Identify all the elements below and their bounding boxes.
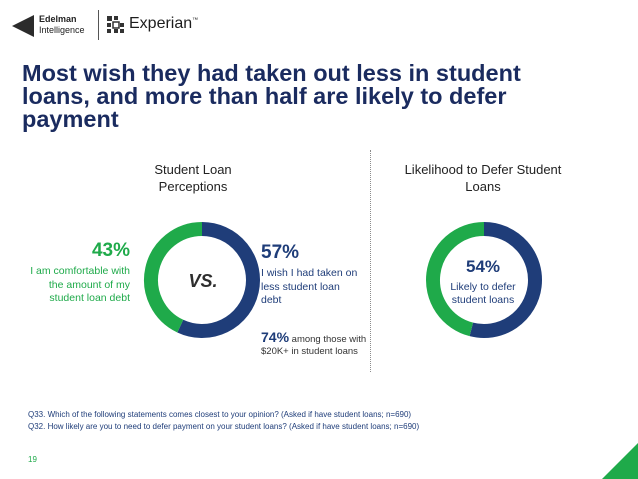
edelman-logo-text: Edelman [39,14,77,24]
corner-triangle-decoration [602,443,638,479]
triangle-icon [12,15,34,37]
footnote-q32: Q32. How likely are you to need to defer… [28,421,420,431]
vs-label: VS. [188,271,218,291]
defer-slice-1 [426,222,485,337]
defer-donut-chart [426,222,542,338]
perceptions-slice-1 [144,222,203,333]
high-debt-description: among those with $20K+ in student loans [261,334,367,357]
high-debt-sub-stat: 74% among those with $20K+ in student lo… [261,329,371,358]
perceptions-donut-chart [144,222,260,338]
page-number: 19 [28,455,37,464]
footnotes: Q33. Which of the following statements c… [28,409,608,432]
experian-dots-icon [107,16,124,33]
logo-divider [98,10,99,40]
defer-description: Likely to defer student loans [450,281,516,306]
defer-slice-0 [469,222,542,338]
comfortable-percent-label: 43% [91,240,130,261]
section-divider [370,150,371,372]
footnote-q33: Q33. Which of the following statements c… [28,410,412,419]
experian-logo-text: Experian [129,15,193,32]
wish-less-percent-label: 57% [261,242,300,263]
student-loan-perceptions-heading: Student Loan Perceptions [154,162,232,194]
high-debt-percent: 74% [261,329,290,345]
trademark-mark: ™ [192,17,199,24]
perceptions-slice-0 [177,222,260,338]
edelman-intelligence-logo: Edelman Intelligence [12,9,92,43]
page-title: Most wish they had taken out less in stu… [22,60,521,132]
comfortable-description: I am comfortable with the amount of my s… [30,265,130,304]
defer-percent-label: 54% [465,257,501,276]
likelihood-to-defer-heading: Likelihood to Defer Student Loans [404,162,562,194]
intelligence-logo-text: Intelligence [39,25,85,35]
wish-less-description: I wish I had taken on less student loan … [261,267,358,306]
